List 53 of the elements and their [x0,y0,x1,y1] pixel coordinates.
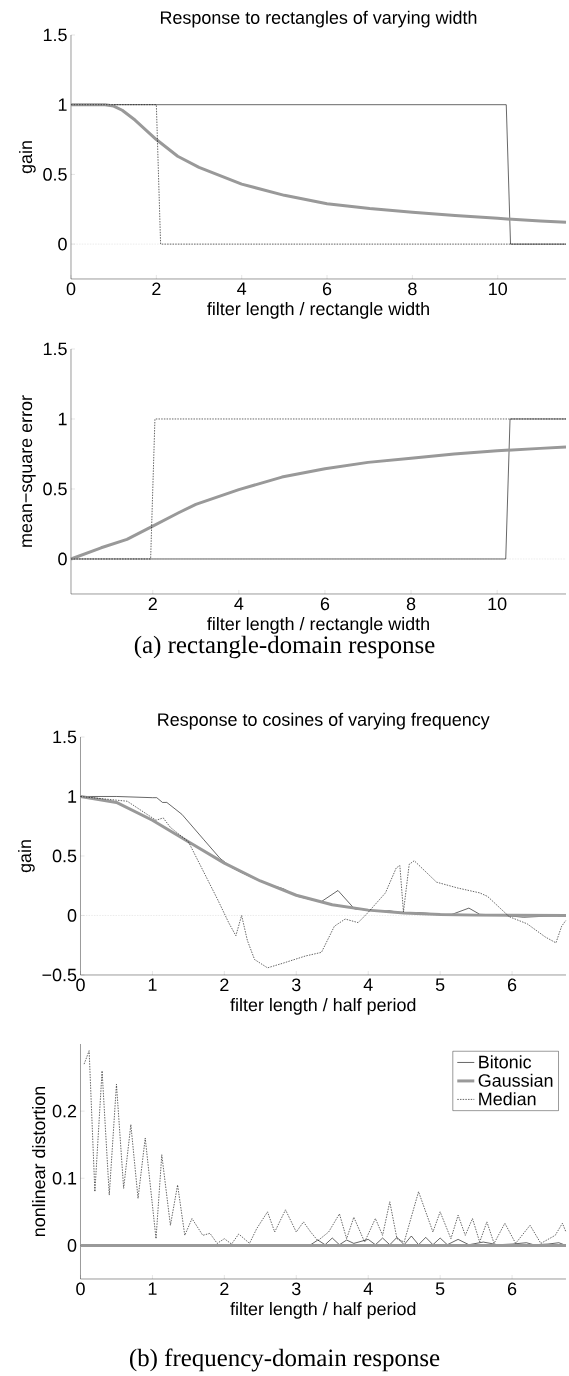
x-axis-title: filter length / half period [230,998,416,1015]
y-tick-label: 0.5 [43,482,67,496]
y-tick-label: 0 [58,552,67,566]
x-tick-label: 8 [406,597,416,611]
x-tick-label: 3 [291,978,301,992]
x-tick-label: 6 [507,1282,517,1296]
y-axis-title: gain [18,141,36,174]
x-tick-label: 6 [320,597,330,611]
x-tick-label: 3 [291,1282,301,1296]
y-tick-label: 0.1 [52,1171,77,1185]
x-tick-label: 5 [435,978,445,992]
y-tick-label: 1 [58,412,67,426]
y-axis-title: nonlinear distortion [32,1086,46,1237]
y-tick-label: 1.5 [43,342,67,356]
y-tick-label: 0.2 [52,1104,77,1118]
y-tick-label: 1.5 [53,730,77,744]
x-tick-label: 2 [220,978,229,992]
y-tick-label: 1.5 [43,28,67,42]
text: (a) rectangle-domain response [134,635,435,659]
x-tick-label: 4 [363,1282,373,1295]
y-tick-label: 0.5 [52,849,77,863]
x-tick-label: 6 [322,282,332,296]
y-tick-label: −0.5 [42,968,77,982]
x-tick-label: 10 [489,282,507,296]
y-tick-label: 1 [68,790,77,803]
x-tick-label: 4 [234,597,244,610]
x-tick-label: 6 [507,978,517,992]
x-tick-label: 2 [220,1282,229,1296]
text: (b) frequency-domain response [129,1348,440,1372]
x-tick-label: 4 [237,282,247,295]
x-axis-title: filter length / rectangle width [207,617,429,634]
x-tick-label: 2 [148,597,157,611]
x-tick-label: 1 [148,978,157,991]
legend-label: Gaussian [478,1073,553,1087]
x-axis-title: filter length / half period [230,1302,416,1319]
x-tick-label: 10 [488,597,507,611]
y-tick-label: 1 [58,98,67,111]
y-tick-label: 0 [67,1239,77,1252]
x-tick-label: 1 [148,1282,157,1295]
x-tick-label: 4 [363,978,373,991]
y-tick-label: 0.5 [43,168,67,181]
x-tick-label: 5 [435,1282,445,1296]
y-axis-title: gain [18,840,35,873]
x-tick-label: 2 [152,282,161,296]
x-axis-title: filter length / rectangle width [207,302,429,319]
y-tick-label: 0 [67,909,77,922]
y-axis-title: mean−square error [22,395,36,547]
legend-label: Median [479,1092,536,1106]
chart-title: Response to cosines of varying frequency [158,712,490,730]
chart-title: Response to rectangles of varying width [160,10,477,28]
x-tick-label: 8 [408,282,417,296]
legend-label: Bitonic [479,1055,532,1069]
y-tick-label: 0 [58,237,67,251]
